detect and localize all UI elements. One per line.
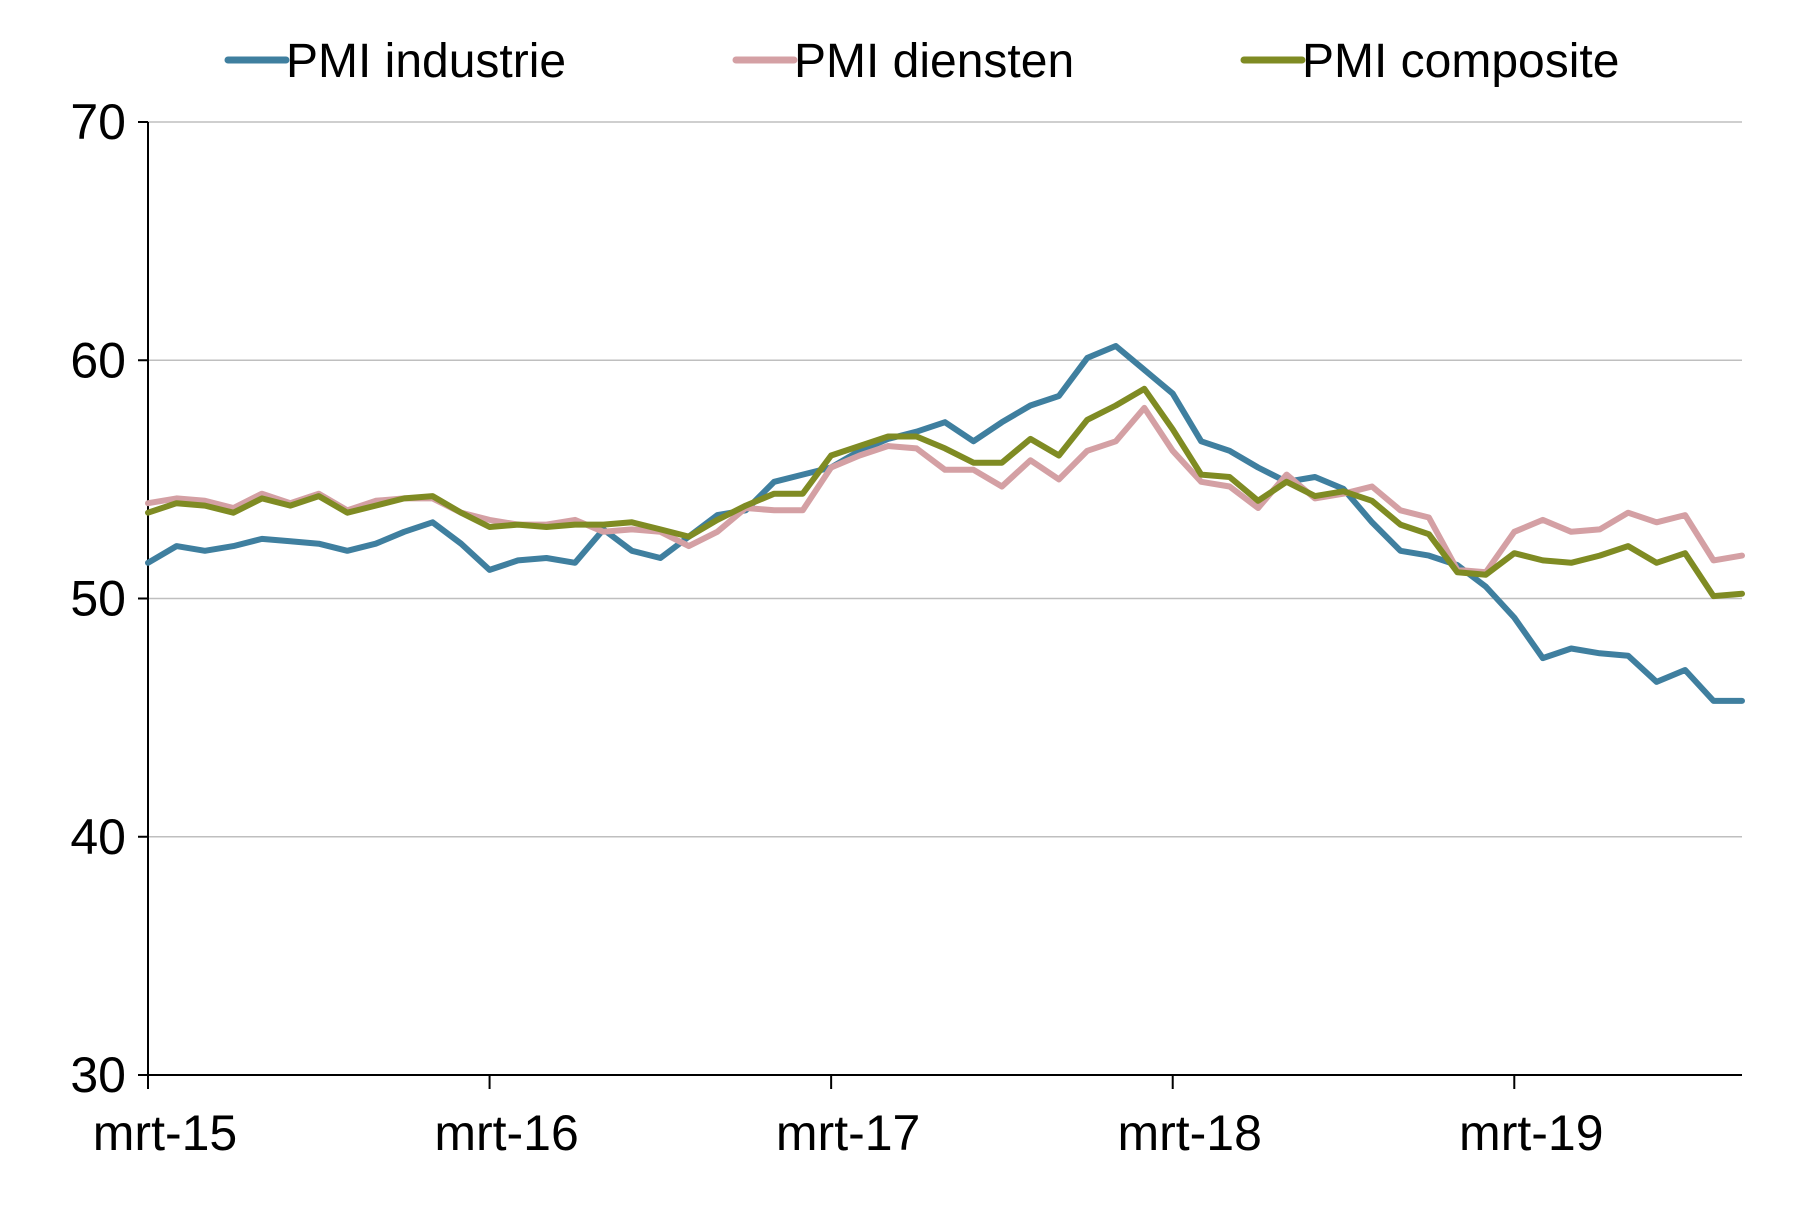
- legend-label: PMI composite: [1302, 35, 1619, 88]
- y-tick-label: 30: [70, 1047, 126, 1103]
- legend: PMI industrie PMI diensten PMI composite: [224, 35, 1619, 88]
- legend-label: PMI industrie: [286, 35, 566, 88]
- y-tick-label: 60: [70, 332, 126, 388]
- series-line-pmi-composite: [145, 385, 1745, 600]
- series-line-pmi-industrie: [145, 343, 1745, 704]
- x-tick-label: mrt-17: [776, 1105, 920, 1161]
- x-tick-labels: mrt-15 mrt-16 mrt-17 mrt-18 mrt-19: [93, 1105, 1604, 1161]
- y-tick-label: 40: [70, 809, 126, 865]
- y-tick-label: 50: [70, 571, 126, 627]
- series-line-pmi-diensten: [145, 404, 1745, 576]
- x-tick-label: mrt-18: [1117, 1105, 1261, 1161]
- x-tick-label: mrt-15: [93, 1105, 237, 1161]
- x-tick-label: mrt-16: [434, 1105, 578, 1161]
- y-tick-label: 70: [70, 94, 126, 150]
- y-tick-labels: 30 40 50 60 70: [70, 94, 126, 1103]
- legend-label: PMI diensten: [794, 35, 1074, 88]
- x-tick-label: mrt-19: [1459, 1105, 1603, 1161]
- axes: [138, 121, 1742, 1089]
- series-lines: [145, 343, 1745, 704]
- gridlines: [148, 121, 1742, 838]
